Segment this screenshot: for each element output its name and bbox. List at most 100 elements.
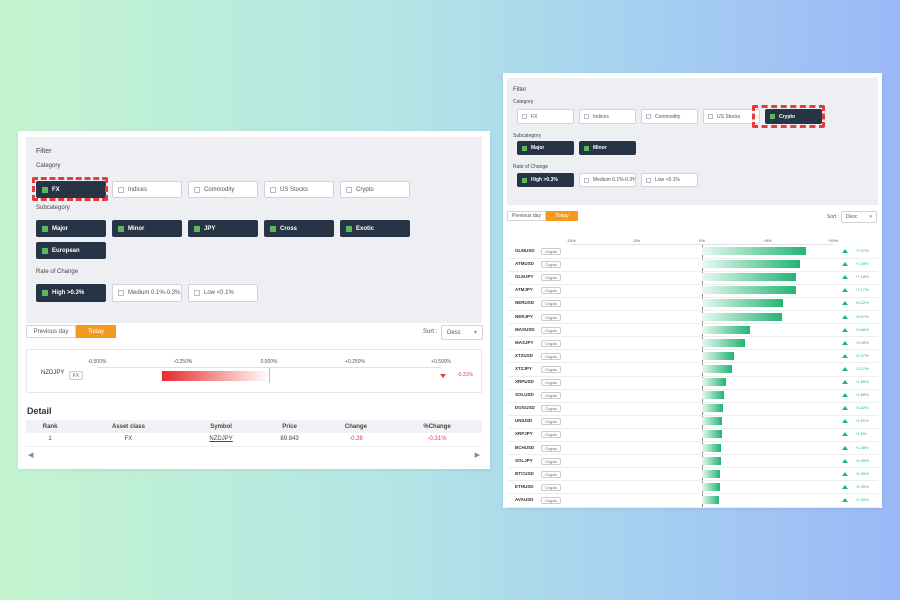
rate-high-0-3[interactable]: High >0.3% <box>517 173 574 187</box>
column-header-change: %Change <box>392 420 482 433</box>
category-crypto[interactable]: Crypto <box>765 109 822 124</box>
right-screenshot-panel: Filter Category FX Indices Commodity US Sto… <box>503 73 882 508</box>
change-chart: -0.500% -0.250% 0.000% +0.250% +0.500% NZDJPY… <box>26 349 482 393</box>
tab-today[interactable]: Today <box>76 325 116 338</box>
row-symbol: NERJPY <box>515 313 534 319</box>
cell-symbol[interactable]: NZDJPY <box>182 433 260 447</box>
category-commodity[interactable]: Commodity <box>188 181 258 198</box>
subcategory-major[interactable]: Major <box>517 141 574 155</box>
axis-tick-label: +5% <box>763 238 772 243</box>
change-percent: +1.32% <box>855 496 869 502</box>
category-label: Indices <box>128 186 148 193</box>
change-bar <box>702 495 720 504</box>
checkbox-icon <box>584 145 589 151</box>
rate-low-0-1[interactable]: Low <0.1% <box>641 173 698 187</box>
up-arrow-icon <box>842 393 848 398</box>
checkbox-icon <box>194 225 200 232</box>
rate-of-change-label: Rate of Change <box>513 164 549 170</box>
subcategory-label: Cross <box>280 225 298 232</box>
column-header-rank: Rank <box>26 420 75 433</box>
subcategory-european[interactable]: European <box>36 242 106 259</box>
sort-select[interactable]: Desc ▾ <box>441 325 483 340</box>
rate-label: Medium 0.1%-0.3% <box>593 177 636 183</box>
checkbox-icon <box>194 290 200 296</box>
scroll-right-icon[interactable]: ▶ <box>474 452 480 459</box>
category-us-stocks[interactable]: US Stocks <box>703 109 760 124</box>
row-symbol: MASUSD <box>515 326 535 332</box>
category-label: FX <box>531 113 538 120</box>
row-divider <box>507 467 878 469</box>
rate-of-change-label: Rate of Change <box>36 269 79 275</box>
subcategory-cross[interactable]: Cross <box>264 220 334 237</box>
checkbox-icon <box>522 114 527 119</box>
subcategory-exotic[interactable]: Exotic <box>340 220 410 237</box>
up-arrow-icon <box>842 445 848 450</box>
tab-previous-day[interactable]: Previous day <box>507 211 546 221</box>
rate-low-0-1[interactable]: Low <0.1% <box>188 284 258 302</box>
change-bar <box>702 286 796 295</box>
row-asset-tag: Crypto <box>541 261 561 269</box>
category-label: Category <box>513 99 534 105</box>
row-asset-tag: FX <box>69 371 83 380</box>
cell-price: 89.843 <box>259 433 320 447</box>
rate-high-0-3[interactable]: High >0.3% <box>36 284 106 302</box>
change-percent: +1.68% <box>855 392 869 398</box>
up-arrow-icon <box>842 406 848 411</box>
subcategory-jpy[interactable]: JPY <box>188 220 258 237</box>
rate-medium-0-1-0-3[interactable]: Medium 0.1%-0.3% <box>579 173 636 187</box>
row-symbol: AVAUSD <box>515 496 534 502</box>
zero-line <box>269 368 270 383</box>
category-label: FX <box>52 186 60 193</box>
table-header-row: Rank Asset class Symbol Price Change %Change <box>26 420 482 433</box>
subcategory-minor[interactable]: Minor <box>579 141 636 155</box>
change-percent: +3.28% <box>855 339 869 345</box>
category-label: Commodity <box>655 113 681 120</box>
category-fx[interactable]: FX <box>517 109 574 124</box>
row-asset-tag: Crypto <box>541 457 561 465</box>
category-indices[interactable]: Indices <box>579 109 636 124</box>
change-percent: +1.45% <box>855 457 869 463</box>
up-arrow-icon <box>842 275 848 280</box>
axis-tick-label: 0.000% <box>260 359 278 365</box>
change-percent: +7.18% <box>855 274 869 280</box>
category-commodity[interactable]: Commodity <box>641 109 698 124</box>
sort-value: Desc <box>447 329 461 336</box>
category-us-stocks[interactable]: US Stocks <box>264 181 334 198</box>
row-asset-tag: Crypto <box>541 352 561 360</box>
subcategory-label: Exotic <box>356 225 375 232</box>
axis-tick-label: -0.500% <box>87 359 107 365</box>
rate-label: High >0.3% <box>52 290 85 296</box>
up-arrow-icon <box>842 366 848 371</box>
horizontal-scrollbar[interactable]: ◀ ▶ <box>26 450 482 459</box>
subcategory-major[interactable]: Major <box>36 220 106 237</box>
category-crypto[interactable]: Crypto <box>340 181 410 198</box>
row-asset-tag: Crypto <box>541 444 561 452</box>
column-header-price: Price <box>259 420 320 433</box>
category-indices[interactable]: Indices <box>112 181 182 198</box>
tab-previous-day[interactable]: Previous day <box>26 325 76 338</box>
change-percent: +6.22% <box>855 300 869 306</box>
category-label: Category <box>36 163 61 169</box>
sort-value: Desc <box>846 214 858 220</box>
column-header-symbol: Symbol <box>182 420 260 433</box>
row-divider <box>507 257 878 259</box>
scroll-left-icon[interactable]: ◀ <box>28 452 34 459</box>
sort-select[interactable]: Desc ▾ <box>841 211 877 223</box>
row-divider <box>507 506 878 508</box>
change-percent: +1.5% <box>855 431 867 437</box>
checkbox-icon <box>42 247 48 254</box>
row-symbol: XRPUSD <box>515 379 534 384</box>
chevron-down-icon: ▾ <box>473 330 477 336</box>
tab-today[interactable]: Today <box>546 211 578 221</box>
rate-medium-0-1-0-3[interactable]: Medium 0.1%-0.3% <box>112 284 182 302</box>
row-asset-tag: Crypto <box>541 339 561 347</box>
row-asset-tag: Crypto <box>541 300 561 308</box>
checkbox-icon <box>270 186 276 193</box>
subcategory-minor[interactable]: Minor <box>112 220 182 237</box>
axis-tick-label: 0% <box>699 238 705 243</box>
change-percent: +1.48% <box>855 444 869 450</box>
column-header-asset-class: Asset class <box>74 420 183 433</box>
change-bar <box>702 325 750 334</box>
row-symbol: GLMJPY <box>515 274 534 280</box>
row-symbol: BTCUSD <box>515 470 534 476</box>
